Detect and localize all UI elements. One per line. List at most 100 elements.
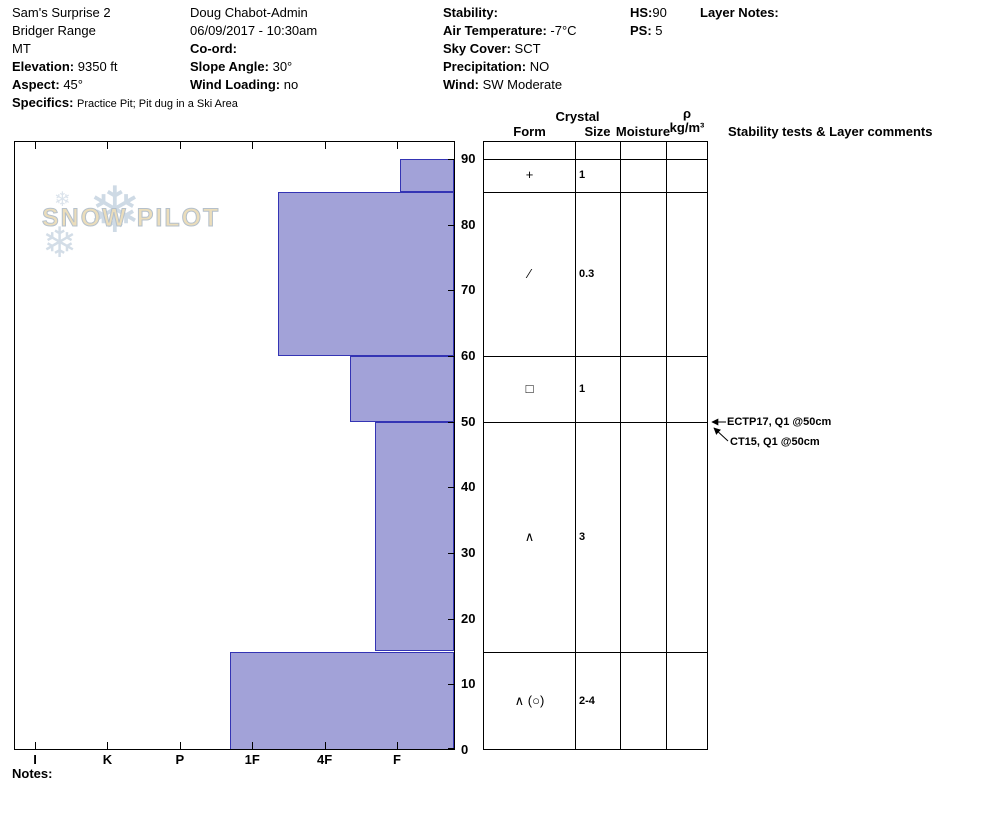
crystal-size-value: 1 [579, 169, 586, 182]
header-location-block: Sam's Surprise 2 Bridger Range MT Elevat… [12, 4, 238, 113]
hardness-axis-label-I: I [33, 752, 37, 767]
crystal-size-value: 2-4 [579, 694, 595, 707]
snow-layer-bar-60-85cm[interactable] [278, 191, 454, 356]
hardness-axis-tick [324, 142, 326, 149]
specifics-value: Practice Pit; Pit dug in a Ski Area [77, 98, 238, 110]
depth-label-80: 80 [461, 216, 476, 232]
depth-label-10: 10 [461, 676, 476, 692]
hardness-axis-label-4F: 4F [317, 752, 333, 767]
snow-layer-bar-0-15cm[interactable] [229, 651, 454, 749]
depth-label-50: 50 [461, 413, 476, 429]
depth-label-60: 60 [461, 348, 476, 363]
sky-cover-line: Sky Cover: SCT [443, 40, 577, 58]
depth-axis-tick [448, 618, 454, 620]
snowflake-icon: ❄ [42, 219, 78, 266]
stability-label: Stability: [443, 5, 498, 20]
depth-axis-tick [448, 684, 454, 686]
observer-name: Doug Chabot-Admin [190, 5, 308, 20]
depth-axis-tick [448, 224, 454, 226]
hardness-axis-tick [179, 742, 181, 749]
depth-axis-tick [448, 748, 454, 749]
table-column-divider [575, 142, 576, 749]
air-temp-value: -7°C [550, 23, 577, 38]
crystal-size-value: 3 [579, 530, 586, 543]
snow-layer-bar-50-60cm[interactable] [349, 356, 454, 422]
wind-line: Wind: SW Moderate [443, 76, 577, 94]
snowflake-icon: ❄ [88, 174, 142, 246]
snowflake-icon: ❄ [54, 189, 71, 211]
sky-cover-value: SCT [514, 41, 541, 56]
form-header: Form [513, 124, 546, 139]
ps-label: PS: [630, 23, 652, 38]
mountain-range: Bridger Range [12, 23, 96, 38]
elevation-value: 9350 ft [77, 59, 118, 74]
hardness-axis-tick [35, 142, 36, 149]
hs-line: HS:90 [630, 4, 667, 22]
hardness-axis-tick [107, 742, 109, 749]
stability-test-ectp: ECTP17, Q1 @50cm [727, 416, 832, 428]
depth-label-90: 90 [461, 151, 476, 166]
moisture-header: Moisture [615, 124, 671, 139]
depth-label-0: 0 [461, 742, 469, 757]
wind-loading-line: Wind Loading: no [190, 76, 317, 94]
depth-axis-tick [448, 421, 454, 423]
sky-cover-label: Sky Cover: [443, 41, 511, 56]
aspect-value: 45° [63, 77, 83, 92]
layer-boundary-line-15cm [484, 651, 707, 653]
wind-value: SW Moderate [482, 77, 563, 92]
crystal-form-symbol: ∕ [528, 265, 531, 281]
depth-axis-tick [448, 553, 454, 554]
hardness-axis-tick [107, 142, 109, 149]
layer-boundary-line-90cm [484, 159, 707, 160]
hardness-axis-tick [324, 742, 326, 749]
hardness-axis-tick [252, 742, 254, 749]
hardness-axis-label-1F: 1F [244, 752, 260, 767]
watermark-text: SNOW PILOT [41, 204, 221, 233]
wind-loading-label: Wind Loading: [190, 77, 281, 92]
density-symbol-header: ρ [682, 106, 692, 121]
notes-label: Notes: [12, 766, 53, 781]
layer-notes-label: Layer Notes: [700, 5, 779, 20]
slope-angle-value: 30° [272, 59, 293, 74]
wind-loading-value: no [283, 77, 299, 92]
stability-line: Stability: [443, 4, 577, 22]
hardness-axis-label-K: K [102, 752, 113, 767]
stability-comments-header: Stability tests & Layer comments [728, 124, 933, 139]
elevation-label: Elevation: [12, 59, 75, 74]
crystal-form-symbol: ∧ (○) [514, 692, 545, 708]
depth-axis-tick [448, 487, 454, 489]
depth-axis-tick [448, 159, 454, 160]
depth-axis-tick [448, 356, 454, 357]
air-temp-line: Air Temperature: -7°C [443, 22, 577, 40]
depth-label-40: 40 [461, 479, 476, 495]
snowpilot-watermark: ❄ ❄ ❄ SNOW PILOT [36, 178, 266, 278]
state: MT [12, 41, 31, 56]
stability-test-ct: CT15, Q1 @50cm [730, 436, 820, 448]
slope-angle-line: Slope Angle: 30° [190, 58, 317, 76]
hardness-axis-tick [179, 142, 181, 149]
precipitation-label: Precipitation: [443, 59, 527, 74]
coord-line: Co-ord: [190, 40, 317, 58]
hardness-axis-tick [35, 742, 36, 749]
observation-datetime: 06/09/2017 - 10:30am [190, 23, 318, 38]
specifics-line: Specifics: Practice Pit; Pit dug in a Sk… [12, 94, 238, 113]
crystal-form-symbol: □ [525, 380, 534, 396]
precipitation-value: NO [529, 59, 550, 74]
aspect-line: Aspect: 45° [12, 76, 238, 94]
hardness-axis-label-P: P [175, 752, 185, 767]
hs-value: 90 [652, 5, 667, 20]
snow-layer-bar-85-90cm[interactable] [399, 159, 454, 192]
layer-boundary-line-50cm [484, 421, 707, 423]
ct-arrow [713, 427, 729, 442]
header-observation-block: Doug Chabot-Admin 06/09/2017 - 10:30am C… [190, 4, 317, 94]
table-column-divider [620, 142, 621, 749]
table-column-divider [666, 142, 667, 749]
snow-layer-bar-15-50cm[interactable] [375, 421, 454, 652]
ps-line: PS: 5 [630, 22, 667, 40]
header-snowpack-block: HS:90 PS: 5 [630, 4, 667, 40]
layer-table: +1 ∕ 0.3 □ 1 ∧ 3 ∧ (○) 2-4 [483, 141, 708, 750]
crystal-size-value: 0.3 [579, 267, 595, 280]
specifics-label: Specifics: [12, 95, 74, 110]
crystal-header: Crystal [555, 109, 600, 124]
slope-angle-label: Slope Angle: [190, 59, 269, 74]
